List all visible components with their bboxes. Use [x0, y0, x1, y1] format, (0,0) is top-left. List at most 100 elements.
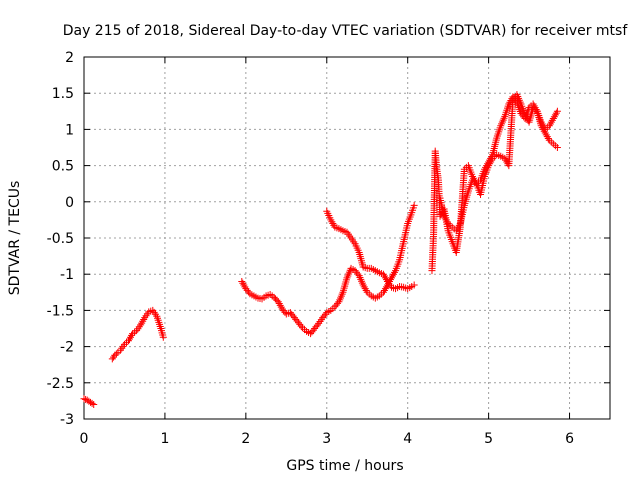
series-segment-2 [108, 306, 167, 363]
data-point-marker [544, 134, 552, 142]
data-point-marker [276, 301, 284, 309]
data-point-marker [139, 317, 147, 325]
y-tick-label: -1 [60, 267, 74, 283]
x-tick-label: 4 [403, 431, 412, 447]
data-point-marker [80, 395, 88, 403]
data-point-marker [539, 122, 547, 130]
data-point-marker [552, 109, 560, 117]
data-point-marker [111, 351, 119, 359]
data-point-marker [486, 160, 494, 168]
data-point-marker [441, 214, 449, 222]
data-point-marker [410, 201, 418, 209]
x-tick-label: 0 [80, 431, 89, 447]
data-point-marker [487, 158, 495, 166]
data-point-marker [454, 223, 462, 231]
marks-layer [80, 91, 561, 409]
data-point-marker [313, 321, 321, 329]
data-point-marker [112, 350, 120, 358]
x-tick-label: 1 [160, 431, 169, 447]
data-point-marker [501, 154, 509, 162]
data-point-marker [538, 120, 546, 128]
data-point-marker [442, 216, 450, 224]
y-tick-label: -2 [60, 340, 74, 356]
y-tick-label: 1.5 [52, 86, 74, 102]
data-point-marker [381, 285, 389, 293]
data-point-marker [329, 220, 337, 228]
data-point-marker [382, 276, 390, 284]
data-point-marker [505, 100, 513, 108]
data-point-marker [361, 285, 369, 293]
data-point-marker [452, 227, 460, 235]
y-tick-label: 2 [65, 50, 74, 66]
data-point-marker [488, 156, 496, 164]
data-point-marker [440, 212, 448, 220]
data-point-marker [469, 174, 477, 182]
data-point-marker [537, 118, 545, 126]
data-point-marker [547, 118, 555, 126]
data-point-marker [274, 298, 282, 306]
chart-title: Day 215 of 2018, Sidereal Day-to-day VTE… [63, 23, 629, 39]
data-point-marker [542, 131, 550, 139]
x-tick-label: 5 [484, 431, 493, 447]
data-point-marker [327, 216, 335, 224]
y-tick-label: 0.5 [52, 159, 74, 175]
data-point-marker [549, 115, 557, 123]
data-point-marker [126, 335, 134, 343]
y-tick-label: -0.5 [47, 231, 74, 247]
y-tick-label: -1.5 [47, 303, 74, 319]
tick-layer: 0 1 2 3 4 5 6 -3 -2.5 -2 -1.5 -1 -0.5 0 0.5 1 1.5 2 [47, 50, 610, 447]
data-point-marker [380, 272, 388, 280]
grid-layer [84, 57, 610, 419]
data-point-marker [551, 111, 559, 119]
data-point-marker [90, 401, 98, 409]
data-point-marker [138, 319, 146, 327]
data-point-marker [239, 279, 247, 287]
data-point-marker [410, 281, 418, 289]
series-segment-6 [436, 91, 561, 235]
data-point-marker [362, 286, 370, 294]
data-point-marker [453, 225, 461, 233]
data-point-marker [391, 268, 399, 276]
x-tick-label: 6 [565, 431, 574, 447]
data-point-marker [530, 102, 538, 110]
data-point-marker [354, 270, 362, 278]
y-tick-label: 1 [65, 122, 74, 138]
data-point-marker [543, 133, 551, 141]
data-point-marker [240, 281, 248, 289]
data-point-marker [127, 333, 135, 341]
data-point-marker [379, 288, 387, 296]
data-point-marker [159, 333, 167, 341]
data-point-marker [360, 283, 368, 291]
data-point-marker [137, 321, 145, 329]
data-point-marker [128, 331, 136, 339]
data-point-marker [82, 395, 90, 403]
x-tick-label: 3 [322, 431, 331, 447]
data-point-marker [379, 270, 387, 278]
series-segment-3 [238, 201, 418, 338]
data-point-marker [125, 337, 133, 345]
data-point-marker [545, 122, 553, 130]
x-tick-label: 2 [241, 431, 250, 447]
series-segment-1 [80, 395, 98, 409]
data-point-marker [455, 221, 463, 229]
data-point-marker [359, 281, 367, 289]
y-tick-label: -2.5 [47, 376, 74, 392]
data-point-marker [390, 270, 398, 278]
data-point-marker [553, 107, 561, 115]
data-point-marker [297, 322, 305, 330]
data-point-marker [381, 274, 389, 282]
data-point-marker [388, 274, 396, 282]
data-point-marker [553, 144, 561, 151]
data-point-marker [443, 218, 451, 226]
data-point-marker [550, 113, 558, 121]
y-tick-label: 0 [65, 195, 74, 211]
data-point-marker [548, 116, 556, 124]
data-point-marker [485, 162, 493, 170]
y-tick-label: -3 [60, 412, 74, 428]
data-point-marker [108, 355, 116, 363]
data-point-marker [380, 286, 388, 294]
data-point-marker [502, 156, 510, 164]
data-point-marker [328, 218, 336, 226]
